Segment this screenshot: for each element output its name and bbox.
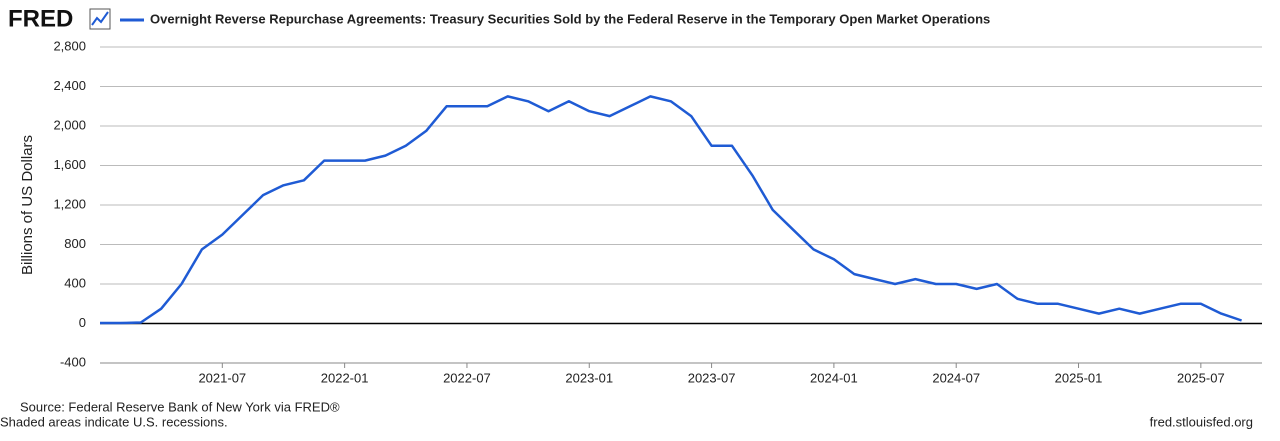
y-tick-label: 2,800 (53, 38, 86, 53)
series-line (100, 95, 1243, 325)
x-tick-label: 2023-07 (688, 370, 736, 385)
site: fred.stlouisfed.org (1150, 414, 1253, 429)
legend-label: Overnight Reverse Repurchase Agreements:… (150, 11, 990, 26)
y-tick-label: 1,200 (53, 196, 86, 211)
y-tick-label: 400 (64, 275, 86, 290)
x-tick-label: 2025-07 (1177, 370, 1225, 385)
logo: FRED (8, 5, 73, 32)
y-tick-label: 2,400 (53, 78, 86, 93)
y-axis-label: Billions of US Dollars (19, 135, 36, 275)
y-tick-label: 0 (79, 315, 86, 330)
x-tick-label: 2021-07 (198, 370, 246, 385)
y-tick-label: 800 (64, 236, 86, 251)
x-tick-label: 2022-01 (321, 370, 369, 385)
y-tick-label: 2,000 (53, 117, 86, 132)
x-tick-label: 2023-01 (565, 370, 613, 385)
x-tick-label: 2025-01 (1055, 370, 1103, 385)
x-tick-label: 2024-01 (810, 370, 858, 385)
y-tick-label: -400 (60, 354, 86, 369)
x-tick-label: 2024-07 (932, 370, 980, 385)
note: Shaded areas indicate U.S. recessions. (0, 414, 228, 429)
logo-icon (89, 8, 111, 30)
y-tick-label: 1,600 (53, 157, 86, 172)
source: Source: Federal Reserve Bank of New York… (20, 399, 340, 414)
x-tick-label: 2022-07 (443, 370, 491, 385)
